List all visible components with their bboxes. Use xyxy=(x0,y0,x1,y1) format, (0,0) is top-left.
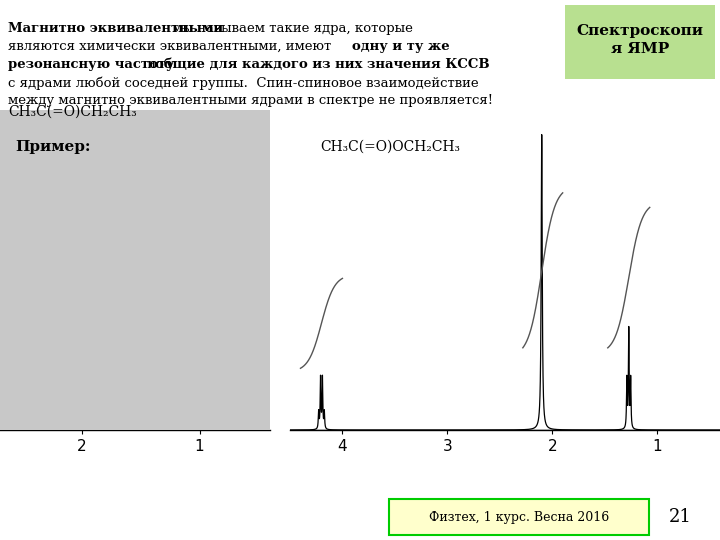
Text: Магнитно эквивалентными: Магнитно эквивалентными xyxy=(8,22,223,35)
Text: CH₃C(=O)OCH₂CH₃: CH₃C(=O)OCH₂CH₃ xyxy=(320,140,460,154)
Text: являются химически эквивалентными, имеют: являются химически эквивалентными, имеют xyxy=(8,40,336,53)
Text: и: и xyxy=(143,58,161,71)
Text: Спектроскопи
я ЯМР: Спектроскопи я ЯМР xyxy=(577,24,703,56)
Text: мы называем такие ядра, которые: мы называем такие ядра, которые xyxy=(168,22,413,35)
FancyBboxPatch shape xyxy=(565,5,715,79)
Text: CH₃C(=O)CH₂CH₃: CH₃C(=O)CH₂CH₃ xyxy=(8,105,137,119)
Bar xyxy=(0,110,270,430)
Text: одну и ту же: одну и ту же xyxy=(352,40,449,53)
Text: 21: 21 xyxy=(669,508,691,526)
Text: Физтех, 1 курс. Весна 2016: Физтех, 1 курс. Весна 2016 xyxy=(429,510,609,523)
Text: между магнитно эквивалентными ядрами в спектре не проявляется!: между магнитно эквивалентными ядрами в с… xyxy=(8,94,493,107)
Text: Пример:: Пример: xyxy=(15,140,91,154)
Text: резонансную частоту: резонансную частоту xyxy=(8,58,174,71)
Text: общие для каждого из них значения КССВ: общие для каждого из них значения КССВ xyxy=(155,58,490,71)
Text: с ядрами любой соседней группы.  Спин-спиновое взаимодействие: с ядрами любой соседней группы. Спин-спи… xyxy=(8,76,479,90)
FancyBboxPatch shape xyxy=(389,499,649,535)
